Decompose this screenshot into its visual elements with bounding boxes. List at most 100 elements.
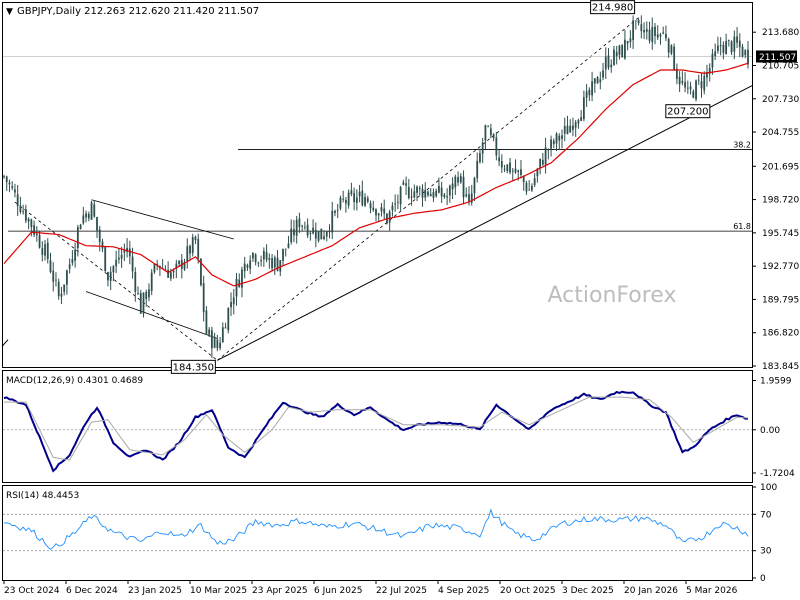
candle-body [328, 231, 331, 233]
candle-body [331, 210, 334, 233]
candle-body [588, 89, 591, 96]
last-price-label: 211.507 [759, 53, 796, 63]
candle-body [738, 40, 741, 48]
candle-body [19, 206, 22, 212]
candle-body [695, 80, 697, 100]
fibonacci-levels: 38.2 61.8 [8, 140, 752, 232]
candle-body [550, 139, 552, 149]
candle-body [33, 225, 35, 235]
candle-body [44, 244, 46, 256]
candle-body [443, 194, 446, 198]
candle-body [112, 266, 115, 273]
candle-body [66, 270, 68, 285]
annotation-label: 214.980 [592, 3, 633, 14]
candle-body [287, 243, 290, 248]
moving-average [3, 62, 749, 287]
candle-body [290, 228, 293, 243]
rsi-panel-frame [2, 485, 753, 581]
candle-body [377, 213, 380, 216]
candle-body [334, 210, 336, 213]
candle-body [506, 164, 509, 172]
candlesticks [3, 15, 749, 359]
candle-body [82, 215, 85, 224]
candle-body [55, 279, 57, 281]
candle-body [76, 227, 79, 249]
candle-body [733, 36, 736, 52]
last-price-tag [756, 50, 797, 63]
time-tick-label: 20 Jan 2026 [624, 586, 678, 596]
macd-title: MACD(12,26,9) 0.4301 0.4689 [6, 376, 143, 386]
candle-body [613, 49, 615, 65]
candle-body [16, 194, 19, 207]
candle-body [123, 249, 126, 253]
candle-body [457, 177, 459, 183]
candle-body [93, 204, 96, 217]
candle-body [71, 259, 74, 264]
candle-body [189, 245, 191, 254]
candle-body [139, 293, 142, 314]
candle-body [41, 248, 44, 255]
candle-body [197, 239, 200, 259]
candle-body [479, 153, 481, 162]
time-tick-label: 23 Oct 2024 [4, 586, 60, 596]
candle-body [200, 258, 202, 286]
rising-trendline [217, 85, 753, 361]
candle-body [689, 86, 692, 90]
candle-body [544, 147, 547, 165]
candle-body [725, 41, 728, 55]
candle-body [150, 272, 153, 291]
candle-body [648, 29, 651, 41]
candle-body [246, 264, 249, 268]
price-tick-label: 183.845 [762, 362, 799, 372]
candle-body [432, 192, 435, 198]
price-tick-label: 195.745 [762, 229, 799, 239]
candle-body [582, 97, 585, 120]
candle-body [454, 176, 457, 188]
rsi-indicator: 100 70 30 0 [3, 483, 777, 584]
candle-body [525, 182, 528, 192]
rsi-title: RSI(14) 48.4453 [6, 491, 79, 501]
candle-body [566, 125, 569, 135]
candle-body [632, 20, 635, 41]
candle-body [429, 194, 432, 197]
candle-body [276, 257, 279, 271]
annotation-box [590, 0, 636, 15]
candle-body [303, 226, 306, 228]
fib-label-61.8: 61.8 [733, 222, 751, 231]
candle-body [148, 289, 150, 298]
decline-dashed-line [14, 201, 218, 361]
candle-body [46, 242, 49, 260]
rsi-tick-label: 100 [760, 483, 777, 493]
candle-body [637, 19, 640, 24]
candle-body [700, 81, 703, 89]
candle-body [194, 236, 197, 241]
macd-tick-label: 1.9599 [760, 377, 792, 387]
candle-body [558, 135, 561, 141]
symbol-header-icon: ▼ [6, 7, 13, 17]
price-tick-label: 192.770 [762, 262, 799, 272]
candle-body [487, 126, 490, 128]
candle-body [413, 191, 416, 198]
candle-body [396, 201, 399, 203]
candle-body [117, 257, 120, 260]
candle-body [137, 293, 139, 294]
candle-body [104, 246, 107, 272]
candle-body [596, 77, 599, 84]
candle-body [509, 162, 511, 173]
candle-body [410, 196, 413, 198]
candle-body [282, 248, 284, 261]
candle-body [249, 260, 252, 269]
candle-body [489, 128, 492, 136]
tick-mark-left [1, 339, 9, 347]
candle-body [435, 190, 438, 197]
candle-body [156, 263, 159, 266]
candle-body [107, 272, 109, 281]
candle-body [427, 191, 429, 196]
candle-body [210, 330, 213, 349]
candle-body [741, 46, 744, 57]
candle-body [399, 186, 402, 205]
candle-body [667, 38, 670, 53]
rsi-tick-label: 30 [760, 547, 772, 557]
candle-body [388, 211, 391, 223]
